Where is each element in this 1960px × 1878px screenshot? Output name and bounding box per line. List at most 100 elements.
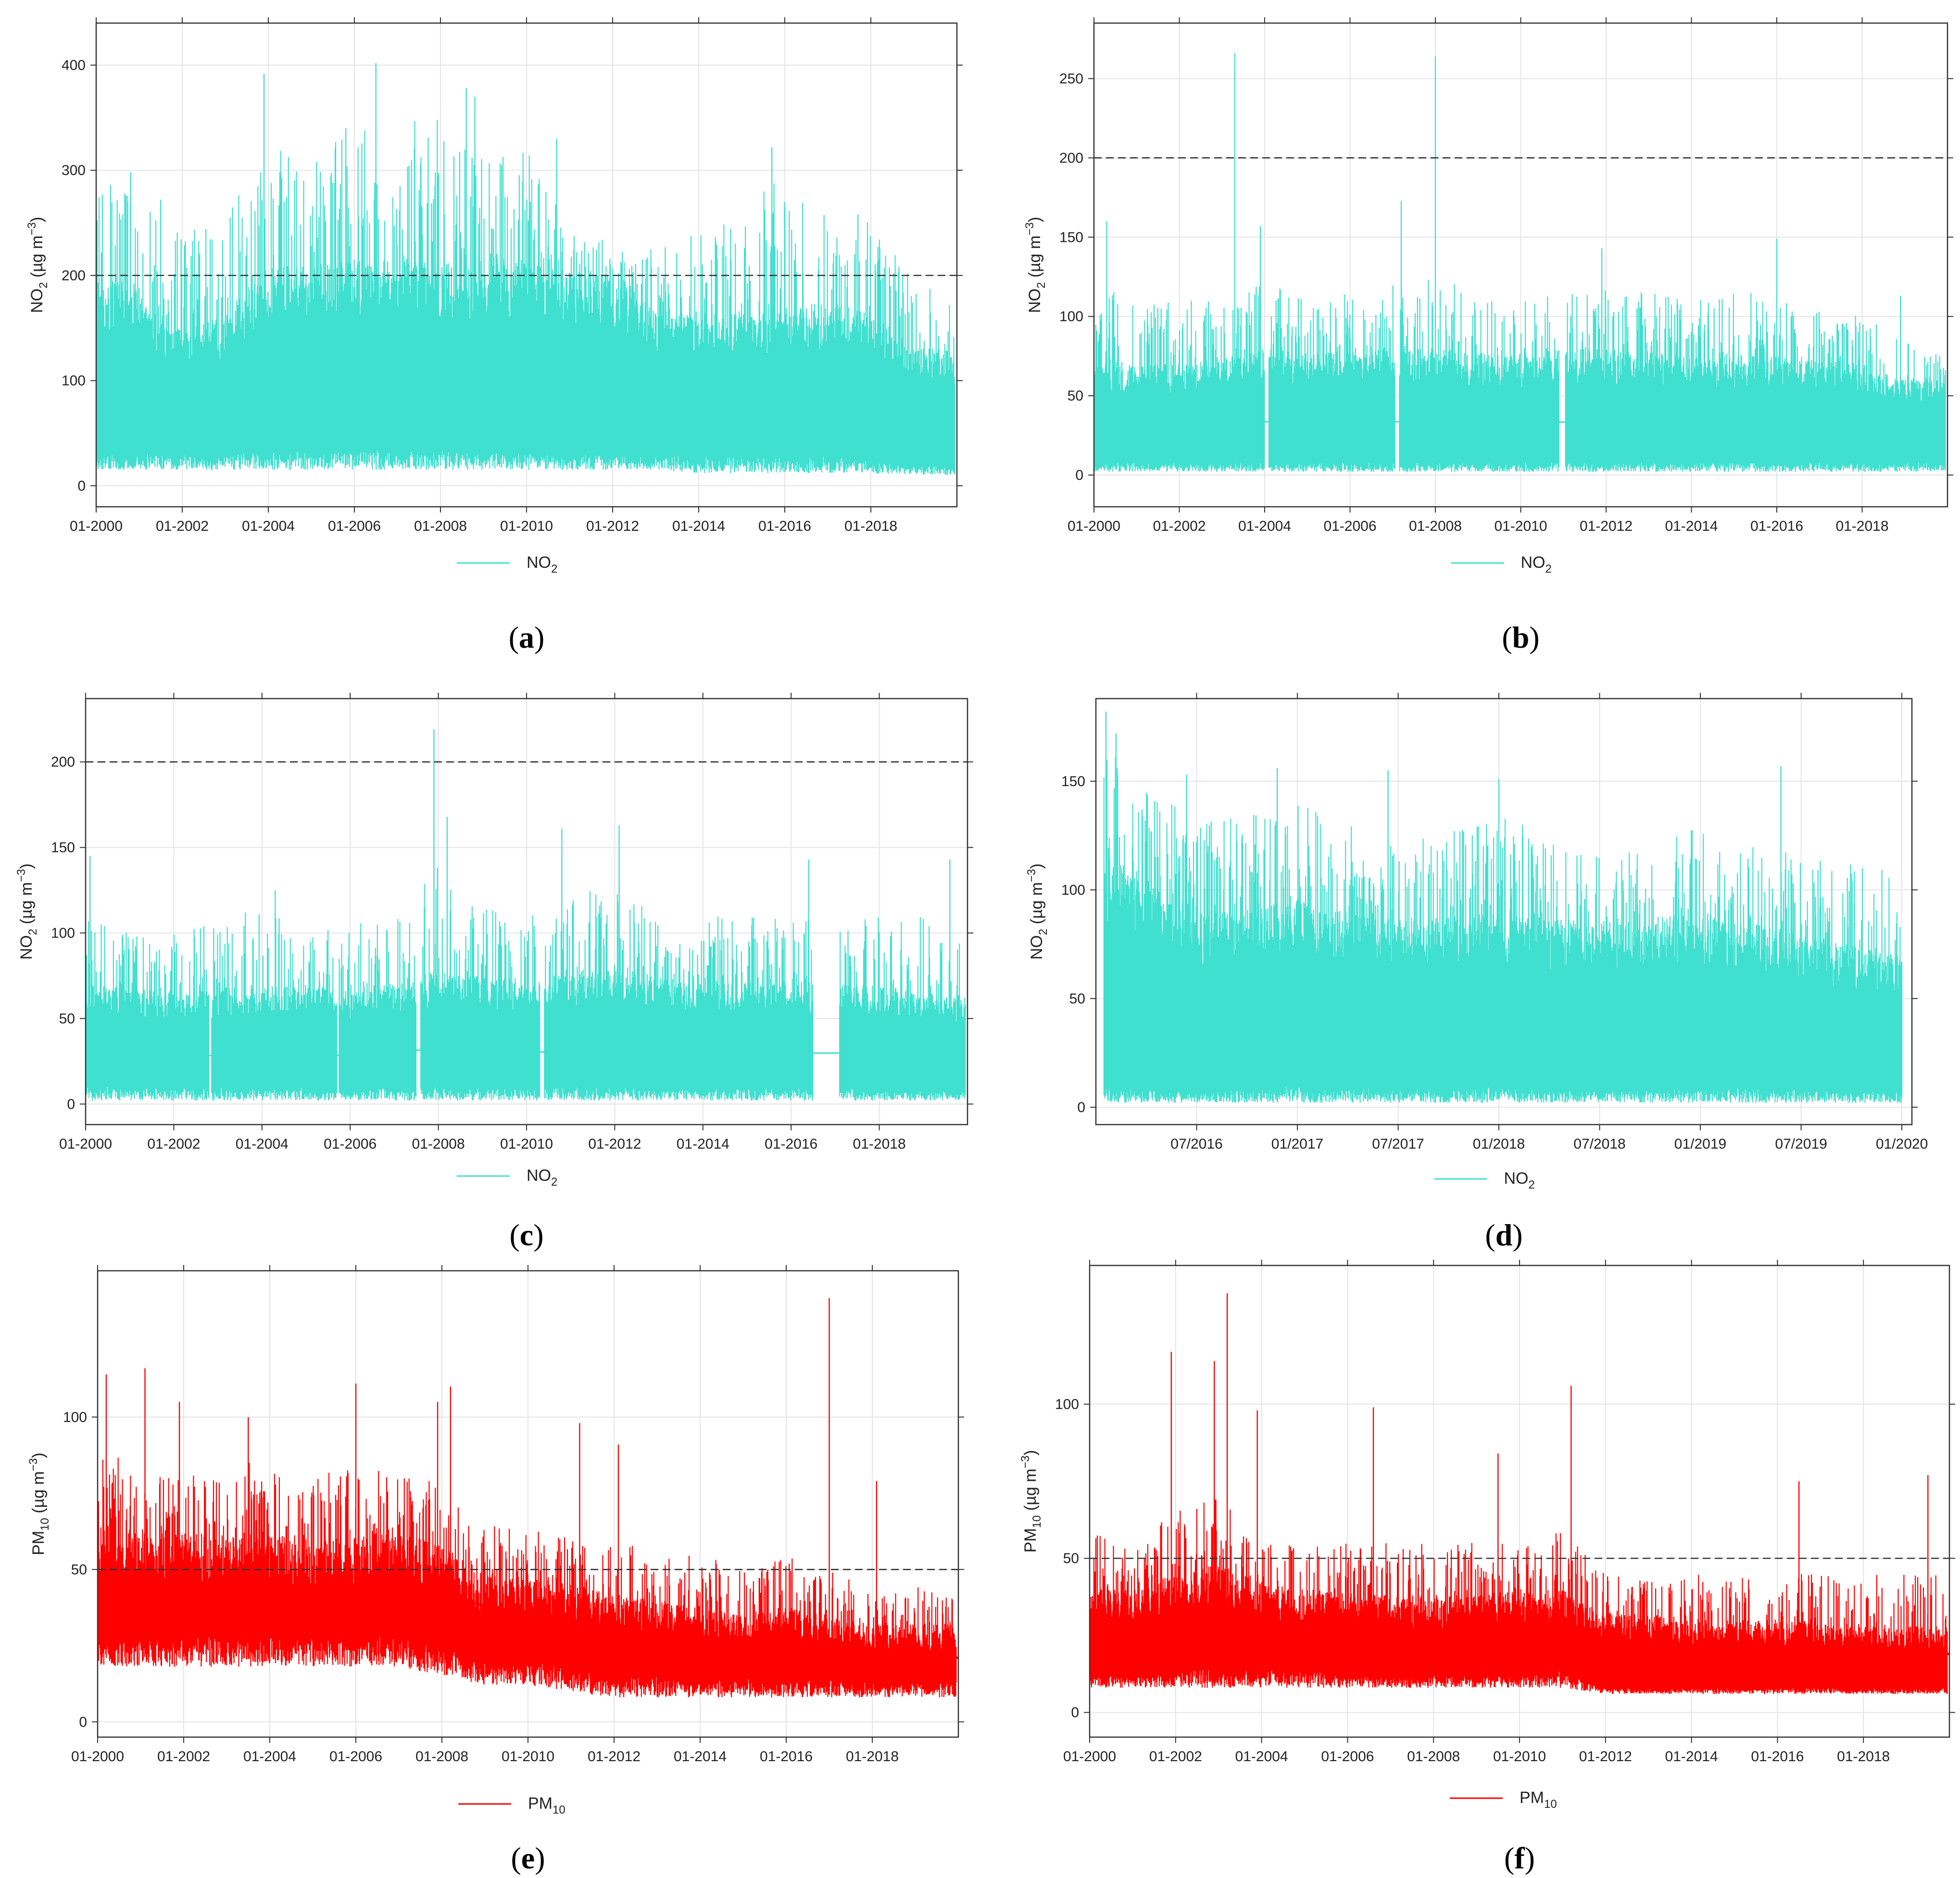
y-tick-label: 100 — [51, 925, 75, 941]
series-line — [1094, 279, 1946, 472]
x-tick-label: 01-2002 — [157, 1749, 210, 1765]
legend-label: NO2 — [527, 1166, 557, 1189]
x-tick-label: 01-2000 — [71, 1749, 124, 1765]
series-line — [1103, 757, 1903, 1103]
panel-label: (e) — [511, 1841, 545, 1875]
series-no2 — [97, 63, 955, 476]
legend-label: NO2 — [1521, 553, 1552, 576]
y-axis-title: NO2 (µg m−3) — [1023, 217, 1048, 313]
x-tick-label: 01-2004 — [243, 1749, 296, 1765]
legend: PM10 — [1450, 1789, 1557, 1811]
x-tick-label: 01-2010 — [1494, 518, 1547, 534]
y-tick-label: 100 — [1055, 1397, 1079, 1413]
svg-text:NO2 (µg m−3): NO2 (µg m−3) — [1025, 864, 1050, 960]
y-tick-label: 50 — [59, 1011, 75, 1027]
x-tick-label: 01/2017 — [1271, 1136, 1323, 1152]
y-tick-label: 0 — [79, 1714, 87, 1730]
y-tick-label: 0 — [1075, 467, 1083, 483]
y-tick-label: 250 — [1059, 71, 1083, 87]
x-tick-label: 01-2008 — [1409, 518, 1462, 534]
y-tick-label: 200 — [51, 754, 75, 770]
x-tick-label: 01-2008 — [1407, 1749, 1460, 1765]
y-tick-label: 50 — [71, 1562, 87, 1578]
legend-label: NO2 — [1504, 1169, 1535, 1191]
panel-label: (f) — [1504, 1841, 1535, 1875]
x-tick-label: 07/2019 — [1775, 1136, 1827, 1152]
y-tick-label: 100 — [1061, 882, 1085, 898]
x-tick-label: 01-2018 — [853, 1136, 906, 1152]
x-tick-label: 01-2012 — [588, 1136, 641, 1152]
x-tick-label: 01-2008 — [412, 1136, 465, 1152]
panel-e: 01-2000 01-2002 01-2004 01-2006 01-2008 01-20… — [27, 1265, 964, 1875]
series-no2 — [1094, 53, 1946, 472]
x-tick-label: 01-2006 — [324, 1136, 377, 1152]
plot-frame — [1095, 698, 1913, 1126]
y-tick-label: 200 — [62, 268, 86, 284]
x-tick-label: 01-2002 — [1149, 1749, 1202, 1765]
series-line — [97, 120, 955, 476]
x-tick-label: 07/2017 — [1372, 1136, 1424, 1152]
svg-text:PM10 (µg m−3): PM10 (µg m−3) — [1019, 1450, 1043, 1552]
x-tick-label: 01-2000 — [1068, 518, 1120, 534]
axes: 01-2000 01-2002 01-2004 01-2006 01-2008 01-20… — [51, 693, 973, 1152]
x-tick-label: 01-2002 — [1153, 518, 1206, 534]
legend: NO2 — [457, 1166, 557, 1189]
panel-d: 07/2016 01/2017 07/2017 01/2018 07/2018 01/20… — [1025, 693, 1928, 1252]
y-axis-title: NO2 (µg m−3) — [15, 864, 39, 960]
x-tick-label: 01-2010 — [500, 518, 553, 534]
x-tick-label: 01-2014 — [674, 1749, 727, 1765]
x-tick-label: 01-2016 — [1751, 1749, 1804, 1765]
x-tick-label: 01-2006 — [1323, 518, 1376, 534]
x-tick-label: 01-2002 — [147, 1136, 200, 1152]
x-tick-label: 01-2016 — [765, 1136, 817, 1152]
y-tick-label: 0 — [67, 1096, 75, 1112]
y-tick-label: 150 — [51, 840, 75, 856]
svg-text:NO2 (µg m−3): NO2 (µg m−3) — [25, 217, 50, 313]
panel-c: 01-2000 01-2002 01-2004 01-2006 01-2008 01-20… — [15, 693, 973, 1252]
x-tick-label: 07/2018 — [1573, 1136, 1625, 1152]
axes: 01-2000 01-2002 01-2004 01-2006 01-2008 01-20… — [1055, 1260, 1955, 1765]
series-line — [98, 1457, 957, 1698]
x-tick-label: 01-2004 — [1235, 1749, 1288, 1765]
legend-label: PM10 — [1520, 1789, 1557, 1811]
panel-f: 01-2000 01-2002 01-2004 01-2006 01-2008 01-20… — [1019, 1260, 1955, 1875]
legend-label: NO2 — [527, 553, 557, 576]
axes: 01-2000 01-2002 01-2004 01-2006 01-2008 01-20… — [62, 17, 963, 534]
y-axis-title: PM10 (µg m−3) — [1019, 1450, 1043, 1552]
x-tick-label: 01-2016 — [1750, 518, 1803, 534]
x-tick-label: 01-2010 — [502, 1749, 554, 1765]
legend: NO2 — [1434, 1169, 1535, 1191]
x-tick-label: 01-2014 — [1665, 518, 1718, 534]
legend: PM10 — [458, 1794, 565, 1816]
axes: 01-2000 01-2002 01-2004 01-2006 01-2008 01-20… — [63, 1265, 964, 1765]
y-tick-label: 0 — [77, 478, 86, 494]
series-no2 — [86, 729, 966, 1101]
y-tick-label: 400 — [62, 57, 86, 73]
x-tick-label: 01-2008 — [415, 1749, 468, 1765]
y-tick-label: 0 — [1077, 1100, 1085, 1115]
x-tick-label: 01-2010 — [500, 1136, 553, 1152]
svg-text:NO2 (µg m−3): NO2 (µg m−3) — [15, 864, 39, 960]
y-tick-label: 50 — [1069, 991, 1085, 1007]
y-tick-label: 50 — [1063, 1551, 1079, 1566]
panel-label: (d) — [1485, 1218, 1522, 1252]
trend-line — [1090, 1628, 1949, 1662]
axes: 01-2000 01-2002 01-2004 01-2006 01-2008 01-20… — [1059, 17, 1953, 534]
y-tick-label: 0 — [1071, 1705, 1079, 1721]
x-tick-label: 01-2016 — [760, 1749, 813, 1765]
y-axis-title: NO2 (µg m−3) — [1025, 864, 1050, 960]
x-tick-label: 01-2014 — [1665, 1749, 1718, 1765]
x-tick-label: 01-2012 — [1579, 1749, 1632, 1765]
x-tick-label: 01-2000 — [70, 518, 123, 534]
x-tick-label: 01-2014 — [677, 1136, 729, 1152]
x-tick-label: 01-2006 — [329, 1749, 382, 1765]
y-tick-label: 100 — [62, 373, 86, 389]
x-tick-label: 01-2012 — [1580, 518, 1633, 534]
legend-label: PM10 — [528, 1794, 565, 1816]
x-tick-label: 01-2016 — [758, 518, 811, 534]
panel-a: 01-2000 01-2002 01-2004 01-2006 01-2008 01-20… — [25, 17, 963, 654]
x-tick-label: 01/2019 — [1674, 1136, 1726, 1152]
x-tick-label: 01-2012 — [588, 1749, 641, 1765]
y-tick-label: 300 — [62, 163, 86, 178]
